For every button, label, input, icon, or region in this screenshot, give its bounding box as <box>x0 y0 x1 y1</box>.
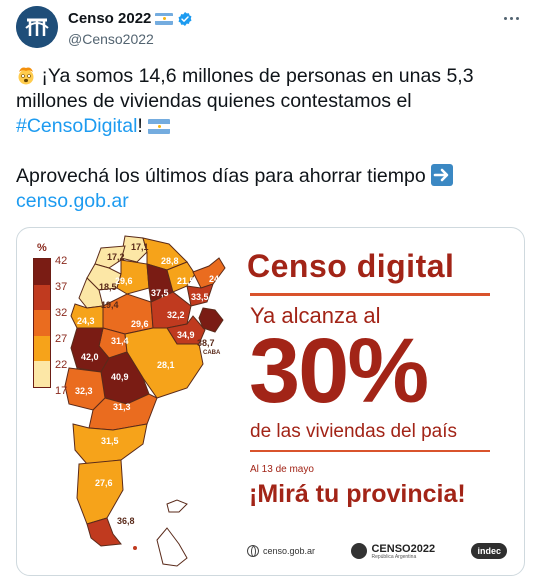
tweet-text: ¡Ya somos 14,6 millones de personas en u… <box>16 64 526 214</box>
province-label: 21,5 <box>177 276 195 286</box>
censo-logo-icon <box>351 543 368 559</box>
province-label: 17,1 <box>131 242 149 252</box>
province-label: 18,5 <box>99 282 117 292</box>
legend-tick: 37 <box>55 281 68 293</box>
province-label: 36,8 <box>117 516 135 526</box>
legend-swatch <box>34 284 50 311</box>
legend-tick: 17 <box>55 385 68 397</box>
argentina-map: 17,1 17,2 28,8 29,6 37,5 18,5 21,5 24,8 … <box>64 235 227 567</box>
province-label: 19,4 <box>101 300 119 310</box>
more-horizontal-icon[interactable] <box>499 8 523 28</box>
verified-badge-icon <box>178 11 192 26</box>
right-arrow-emoji-icon <box>431 164 454 186</box>
website-link[interactable]: censo.gob.ar <box>16 190 129 212</box>
footer-site: censo.gob.ar <box>247 545 315 557</box>
globe-icon <box>247 545 259 557</box>
tweet-text-part2: ! <box>137 115 149 137</box>
province-label: 28,1 <box>157 360 175 370</box>
infographic-image[interactable]: 17,1 17,2 28,8 29,6 37,5 18,5 21,5 24,8 … <box>16 227 525 576</box>
legend-unit: % <box>37 242 47 254</box>
province-label: 31,5 <box>101 436 119 446</box>
province-label: 29,6 <box>115 276 133 286</box>
handle[interactable]: @Censo2022 <box>68 31 154 47</box>
divider <box>250 293 490 296</box>
author-row: Censo 2022 <box>68 10 193 27</box>
legend-tick: 22 <box>55 359 68 371</box>
infographic-footer: censo.gob.ar CENSO2022 República Argentin… <box>247 541 507 561</box>
province-label: 29,6 <box>131 319 149 329</box>
legend-swatch <box>34 310 50 336</box>
province-label: 31,3 <box>113 402 131 412</box>
tweet-text-part3: Aprovechá los últimos días para ahorrar … <box>16 165 432 187</box>
infographic-subtitle: Ya alcanza al <box>250 303 381 328</box>
province-label: 42,0 <box>81 352 99 362</box>
argentina-flag-emoji-icon <box>148 119 171 134</box>
province-label: 28,8 <box>161 256 179 266</box>
province-label: 24,8 <box>209 274 227 284</box>
legend-swatch <box>34 335 50 362</box>
province-label: 40,9 <box>111 372 129 382</box>
province-label: 34,9 <box>177 330 195 340</box>
legend-tick: 27 <box>55 333 68 345</box>
footer-brand: CENSO2022 República Argentina <box>351 543 435 560</box>
exploding-head-emoji-icon <box>18 67 34 85</box>
display-name[interactable]: Censo 2022 <box>68 10 152 27</box>
infographic-title: Censo digital <box>247 248 455 284</box>
province-label: 32,2 <box>167 310 185 320</box>
tweet-text-part1: ¡Ya somos 14,6 millones de personas en u… <box>16 65 474 112</box>
infographic-cta: ¡Mirá tu provincia! <box>249 480 466 508</box>
province-label: 24,3 <box>77 316 95 326</box>
censo-logo-icon <box>16 6 58 48</box>
legend-tick: 42 <box>55 255 68 267</box>
indec-logo: indec <box>471 543 507 559</box>
footer-site-text: censo.gob.ar <box>263 546 316 556</box>
footer-brand-text: CENSO2022 <box>371 542 436 555</box>
infographic-date: Al 13 de mayo <box>250 464 314 475</box>
legend-swatch <box>34 259 50 285</box>
avatar[interactable] <box>16 6 58 48</box>
divider <box>250 450 490 452</box>
infographic-big-value: 30% <box>249 320 429 422</box>
infographic-subtitle-2: de las viviendas del país <box>250 421 458 442</box>
legend-bar <box>33 258 51 388</box>
province-label: CABA <box>203 350 221 356</box>
province-label: 17,2 <box>107 252 125 262</box>
province-label: 33,5 <box>191 292 209 302</box>
province-label: 31,4 <box>111 336 129 346</box>
province-label: 32,3 <box>75 386 93 396</box>
legend-swatch <box>34 361 50 387</box>
footer-brand-sub: República Argentina <box>371 553 417 560</box>
hashtag-link[interactable]: #CensoDigital <box>16 115 138 137</box>
province-label: 37,5 <box>151 288 169 298</box>
legend-tick: 32 <box>55 307 68 319</box>
province-label: 27,6 <box>95 478 113 488</box>
province-label: 38,7 <box>197 338 215 348</box>
argentina-flag-icon <box>155 12 174 25</box>
